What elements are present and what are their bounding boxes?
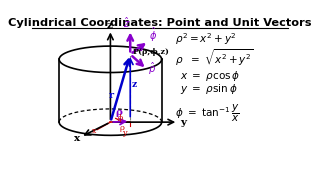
Text: x: x [92, 127, 96, 135]
Text: $\rho^2 = x^2 + y^2$: $\rho^2 = x^2 + y^2$ [175, 31, 236, 47]
Text: $\rho\ \ =\ \sqrt{x^2 + y^2}$: $\rho\ \ =\ \sqrt{x^2 + y^2}$ [175, 48, 253, 68]
Text: $y\ =\ \rho\sin\phi$: $y\ =\ \rho\sin\phi$ [180, 82, 237, 96]
Text: y: y [180, 118, 186, 127]
Text: z: z [132, 80, 137, 89]
Text: ϕ: ϕ [118, 114, 123, 122]
Text: $\hat{z}$: $\hat{z}$ [123, 16, 130, 30]
Text: r: r [109, 91, 114, 100]
Text: ρ: ρ [115, 108, 122, 117]
Text: ρ: ρ [119, 123, 124, 132]
Text: $\phi\ =\ \tan^{-1}\dfrac{y}{x}$: $\phi\ =\ \tan^{-1}\dfrac{y}{x}$ [175, 102, 239, 123]
Text: Cylindrical Coordinates: Point and Unit Vectors: Cylindrical Coordinates: Point and Unit … [8, 18, 312, 28]
Text: $\hat{\rho}$: $\hat{\rho}$ [148, 61, 156, 77]
Text: $\hat{\phi}$: $\hat{\phi}$ [149, 26, 157, 44]
Text: $x\ =\ \rho\cos\phi$: $x\ =\ \rho\cos\phi$ [180, 69, 240, 83]
Text: y: y [122, 129, 127, 136]
Text: z: z [106, 21, 112, 30]
Text: P(ρ,ϕ,z): P(ρ,ϕ,z) [133, 48, 170, 55]
Text: x: x [74, 134, 80, 143]
